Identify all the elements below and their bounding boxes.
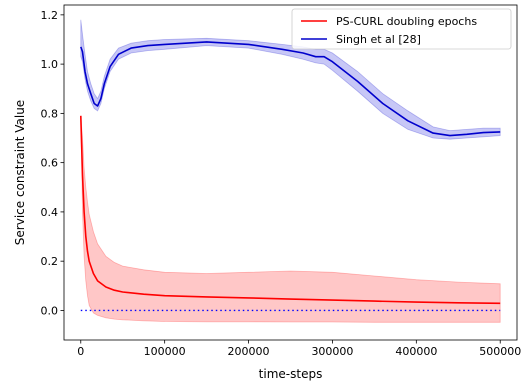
y-tick-label: 0.6 — [41, 157, 59, 170]
y-tick-label: 0.8 — [41, 107, 59, 120]
y-axis-label: Service constraint Value — [13, 100, 27, 245]
axes: 0 100000 200000 300000 400000 500000 0.0 0.2 0.4… — [41, 4, 521, 358]
series-band-0 — [80, 115, 501, 323]
y-tick-label: 0.4 — [41, 206, 59, 219]
series-line-0 — [80, 115, 501, 305]
x-tick-label: 0 — [77, 345, 84, 358]
y-tick-label: 1.2 — [41, 9, 59, 22]
x-tick-label: 200000 — [228, 345, 270, 358]
x-axis-label: time-steps — [259, 367, 323, 381]
x-tick-label: 400000 — [395, 345, 437, 358]
series-lines — [80, 41, 501, 305]
x-tick-label: 300000 — [311, 345, 353, 358]
legend: PS-CURL doubling epochs Singh et al [28] — [291, 8, 512, 50]
series-line-1 — [80, 41, 501, 137]
legend-box — [291, 8, 512, 50]
plot-frame — [63, 4, 518, 341]
legend-label-0: PS-CURL doubling epochs — [336, 15, 477, 28]
x-tick-label: 500000 — [479, 345, 521, 358]
legend-label-1: Singh et al [28] — [336, 33, 421, 46]
y-tick-label: 0.2 — [41, 255, 59, 268]
y-tick-label: 0.0 — [41, 304, 59, 317]
series-band-1 — [80, 19, 501, 140]
x-tick-label: 100000 — [144, 345, 186, 358]
y-tick-label: 1.0 — [41, 58, 59, 71]
confidence-bands — [80, 19, 501, 323]
